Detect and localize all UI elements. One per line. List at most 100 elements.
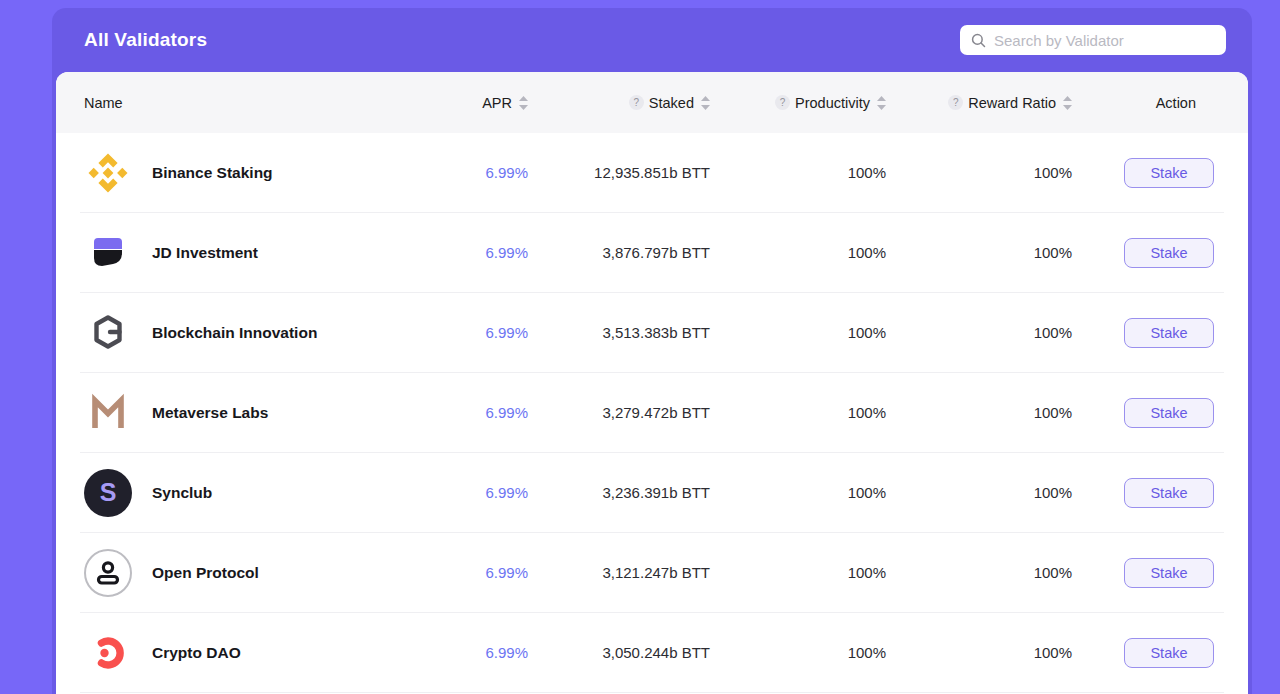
column-label: Reward Ratio bbox=[968, 95, 1056, 111]
reward-ratio-cell: 100% bbox=[886, 644, 1072, 661]
help-icon[interactable]: ? bbox=[948, 95, 963, 110]
reward-ratio-cell: 100% bbox=[886, 484, 1072, 501]
synclub-logo: S bbox=[84, 469, 132, 517]
reward-ratio-cell: 100% bbox=[886, 404, 1072, 421]
blockchain-innovation-logo bbox=[84, 309, 132, 357]
validator-name-cell: Blockchain Innovation bbox=[84, 309, 408, 357]
staked-cell: 3,279.472b BTT bbox=[528, 404, 710, 421]
stake-button[interactable]: Stake bbox=[1124, 398, 1214, 428]
stake-button[interactable]: Stake bbox=[1124, 318, 1214, 348]
apr-value: 6.99% bbox=[485, 564, 528, 581]
productivity-value: 100% bbox=[848, 564, 886, 581]
sort-icon[interactable] bbox=[519, 96, 528, 110]
staked-cell: 3,236.391b BTT bbox=[528, 484, 710, 501]
staked-value: 3,050.244b BTT bbox=[602, 644, 710, 661]
table-row: Blockchain Innovation 6.99% 3,513.383b B… bbox=[80, 293, 1224, 373]
table-row: S Synclub 6.99% 3,236.391b BTT 100% 100%… bbox=[80, 453, 1224, 533]
action-cell: Stake bbox=[1072, 238, 1220, 268]
column-header-productivity[interactable]: ?Productivity bbox=[710, 95, 886, 111]
staked-cell: 3,513.383b BTT bbox=[528, 324, 710, 341]
stake-button[interactable]: Stake bbox=[1124, 238, 1214, 268]
apr-value: 6.99% bbox=[485, 484, 528, 501]
validator-name: Open Protocol bbox=[152, 564, 259, 582]
search-input[interactable] bbox=[994, 32, 1215, 49]
table-row: Metaverse Labs 6.99% 3,279.472b BTT 100%… bbox=[80, 373, 1224, 453]
apr-value: 6.99% bbox=[485, 324, 528, 341]
reward-ratio-cell: 100% bbox=[886, 564, 1072, 581]
action-cell: Stake bbox=[1072, 638, 1220, 668]
apr-value: 6.99% bbox=[485, 244, 528, 261]
table-row: JD Investment 6.99% 3,876.797b BTT 100% … bbox=[80, 213, 1224, 293]
productivity-cell: 100% bbox=[710, 564, 886, 581]
productivity-value: 100% bbox=[848, 164, 886, 181]
action-cell: Stake bbox=[1072, 158, 1220, 188]
productivity-cell: 100% bbox=[710, 484, 886, 501]
help-icon[interactable]: ? bbox=[775, 95, 790, 110]
staked-cell: 12,935.851b BTT bbox=[528, 164, 710, 181]
reward-ratio-cell: 100% bbox=[886, 324, 1072, 341]
productivity-cell: 100% bbox=[710, 644, 886, 661]
apr-cell: 6.99% bbox=[408, 644, 528, 661]
productivity-value: 100% bbox=[848, 644, 886, 661]
search-icon bbox=[971, 33, 986, 48]
productivity-value: 100% bbox=[848, 404, 886, 421]
productivity-cell: 100% bbox=[710, 324, 886, 341]
reward-ratio-cell: 100% bbox=[886, 244, 1072, 261]
action-cell: Stake bbox=[1072, 478, 1220, 508]
productivity-value: 100% bbox=[848, 484, 886, 501]
column-header-staked[interactable]: ? Staked bbox=[528, 95, 710, 111]
panel-header: All Validators bbox=[52, 8, 1252, 72]
apr-cell: 6.99% bbox=[408, 564, 528, 581]
column-label: Name bbox=[84, 95, 123, 111]
apr-value: 6.99% bbox=[485, 164, 528, 181]
validator-name-cell: Open Protocol bbox=[84, 549, 408, 597]
staked-cell: 3,050.244b BTT bbox=[528, 644, 710, 661]
help-icon[interactable]: ? bbox=[629, 95, 644, 110]
action-cell: Stake bbox=[1072, 558, 1220, 588]
staked-value: 3,513.383b BTT bbox=[602, 324, 710, 341]
reward-ratio-value: 100% bbox=[1034, 564, 1072, 581]
sort-icon[interactable] bbox=[701, 96, 710, 110]
validator-name: JD Investment bbox=[152, 244, 258, 262]
reward-ratio-value: 100% bbox=[1034, 404, 1072, 421]
productivity-cell: 100% bbox=[710, 244, 886, 261]
reward-ratio-value: 100% bbox=[1034, 484, 1072, 501]
reward-ratio-value: 100% bbox=[1034, 164, 1072, 181]
column-header-name: Name bbox=[84, 95, 408, 111]
staked-cell: 3,121.247b BTT bbox=[528, 564, 710, 581]
stake-button[interactable]: Stake bbox=[1124, 558, 1214, 588]
open-protocol-logo bbox=[84, 549, 132, 597]
binance-logo bbox=[84, 149, 132, 197]
apr-cell: 6.99% bbox=[408, 404, 528, 421]
reward-ratio-value: 100% bbox=[1034, 324, 1072, 341]
action-cell: Stake bbox=[1072, 398, 1220, 428]
reward-ratio-value: 100% bbox=[1034, 644, 1072, 661]
table-row: Open Protocol 6.99% 3,121.247b BTT 100% … bbox=[80, 533, 1224, 613]
column-header-action: Action bbox=[1072, 95, 1220, 111]
stake-button[interactable]: Stake bbox=[1124, 478, 1214, 508]
validators-panel: All Validators Name APR? Staked ?Productivi… bbox=[52, 8, 1252, 694]
validator-name-cell: Binance Staking bbox=[84, 149, 408, 197]
staked-value: 3,279.472b BTT bbox=[602, 404, 710, 421]
reward-ratio-value: 100% bbox=[1034, 244, 1072, 261]
column-header-apr[interactable]: APR bbox=[408, 95, 528, 111]
apr-value: 6.99% bbox=[485, 404, 528, 421]
sort-icon[interactable] bbox=[1063, 96, 1072, 110]
column-label: Staked bbox=[649, 95, 694, 111]
validators-table: Name APR? Staked ?Productivity? Reward Ratio… bbox=[56, 72, 1248, 694]
validator-name: Crypto DAO bbox=[152, 644, 241, 662]
staked-value: 12,935.851b BTT bbox=[594, 164, 710, 181]
column-label: APR bbox=[482, 95, 512, 111]
validator-name: Blockchain Innovation bbox=[152, 324, 317, 342]
stake-button[interactable]: Stake bbox=[1124, 158, 1214, 188]
apr-value: 6.99% bbox=[485, 644, 528, 661]
table-row: Binance Staking 6.99% 12,935.851b BTT 10… bbox=[80, 133, 1224, 213]
stake-button[interactable]: Stake bbox=[1124, 638, 1214, 668]
column-header-reward_ratio[interactable]: ? Reward Ratio bbox=[886, 95, 1072, 111]
table-row: Crypto DAO 6.99% 3,050.244b BTT 100% 100… bbox=[80, 613, 1224, 693]
action-cell: Stake bbox=[1072, 318, 1220, 348]
sort-icon[interactable] bbox=[877, 96, 886, 110]
search-box[interactable] bbox=[960, 25, 1226, 55]
staked-value: 3,236.391b BTT bbox=[602, 484, 710, 501]
staked-cell: 3,876.797b BTT bbox=[528, 244, 710, 261]
